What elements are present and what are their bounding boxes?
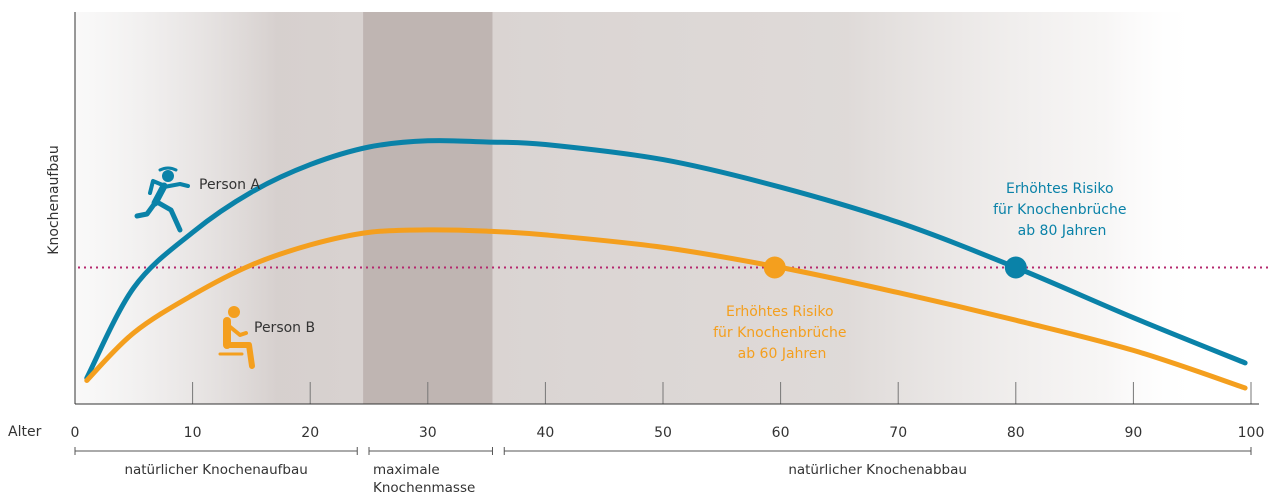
- age-background-gradient: [75, 12, 1261, 404]
- risk-a-line-1: Erhöhtes Risiko: [1006, 181, 1114, 197]
- peak-bone-mass-band: [363, 12, 493, 404]
- runner-icon: [134, 166, 190, 233]
- x-tick-label-80: 80: [1007, 425, 1025, 441]
- x-tick-label-60: 60: [772, 425, 790, 441]
- x-tick-label-30: 30: [419, 425, 437, 441]
- phase-label: natürlicher Knochenabbau: [788, 462, 967, 478]
- risk-b-line-2: für Knochenbrüche: [713, 325, 846, 341]
- person-a-label: Person A: [199, 177, 260, 193]
- x-tick-label-50: 50: [654, 425, 672, 441]
- x-axis-label: Alter: [8, 424, 42, 440]
- person-a-risk-annotation: Erhöhtes Risiko für Knochenbrüche ab 80 …: [993, 181, 1131, 239]
- series-layer: [84, 138, 1248, 391]
- x-tick-label-10: 10: [184, 425, 202, 441]
- x-tick-label-90: 90: [1124, 425, 1142, 441]
- x-tick-label-40: 40: [536, 425, 554, 441]
- x-tick-label-100: 100: [1238, 425, 1265, 441]
- sitting-person-icon: [218, 306, 255, 369]
- risk-point-0: [1004, 256, 1027, 279]
- risk-point-1: [763, 256, 786, 279]
- phase-label: natürlicher Knochenaufbau: [124, 462, 307, 478]
- risk-a-line-3: ab 80 Jahren: [1018, 223, 1107, 239]
- minor-ticks: [192, 382, 1252, 404]
- phase-label: Knochenmasse: [373, 480, 475, 496]
- x-tick-labels: 0 10 20 30 40 50 60 70 80 90 100: [71, 425, 1265, 441]
- series-line-1: [84, 227, 1248, 391]
- person-b-label: Person B: [254, 320, 315, 336]
- phase-2: natürlicher Knochenabbau: [503, 447, 1252, 478]
- phase-1: maximale Knochenmasse: [368, 447, 493, 496]
- person-b-risk-annotation: Erhöhtes Risiko für Knochenbrüche ab 60 …: [713, 304, 851, 362]
- phase-brackets: natürlicher Knochenaufbau maximale Knochen…: [74, 447, 1252, 496]
- risk-a-line-2: für Knochenbrüche: [993, 202, 1126, 218]
- risk-b-line-1: Erhöhtes Risiko: [726, 304, 834, 320]
- risk-b-line-3: ab 60 Jahren: [738, 346, 827, 362]
- x-tick-label-20: 20: [301, 425, 319, 441]
- y-axis-label: Knochenaufbau: [46, 145, 62, 254]
- x-tick-label-70: 70: [889, 425, 907, 441]
- phase-label: maximale: [373, 462, 440, 478]
- phase-0: natürlicher Knochenaufbau: [74, 447, 358, 478]
- x-tick-label-0: 0: [71, 425, 80, 441]
